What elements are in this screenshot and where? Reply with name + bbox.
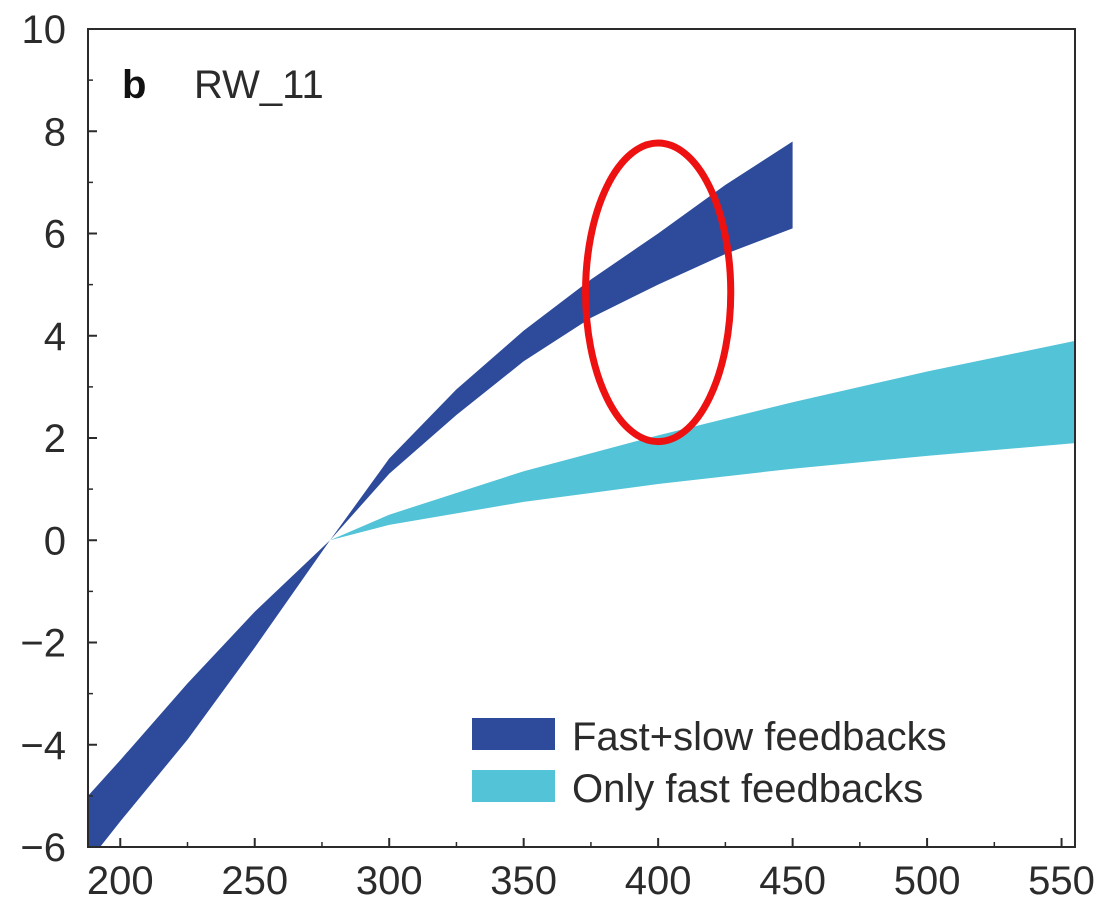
legend-swatch-fast-slow	[472, 718, 555, 750]
x-axis: 200 250 300 350 400 450 500 550	[87, 838, 1095, 903]
y-tick-label: −4	[20, 724, 66, 768]
y-tick-label: 10	[22, 8, 67, 52]
highlight-circle-annotation	[582, 139, 735, 446]
y-tick-label: −6	[20, 826, 66, 870]
x-tick-label: 250	[221, 859, 288, 903]
x-tick-label: 400	[625, 859, 692, 903]
panel-letter: b	[122, 63, 146, 107]
x-tick-label: 550	[1028, 859, 1095, 903]
panel-title: RW_11	[194, 63, 324, 107]
legend-label-only-fast: Only fast feedbacks	[572, 767, 923, 811]
legend-label-fast-slow: Fast+slow feedbacks	[572, 715, 947, 759]
legend: Fast+slow feedbacks Only fast feedbacks	[472, 715, 947, 811]
x-tick-label: 300	[356, 859, 423, 903]
band-only-fast-feedbacks	[330, 340, 1075, 541]
x-tick-label: 450	[759, 859, 826, 903]
x-tick-label: 350	[490, 859, 557, 903]
y-tick-label: 2	[44, 417, 66, 461]
y-tick-label: 6	[44, 213, 66, 257]
y-tick-label: 4	[44, 315, 66, 359]
x-tick-label: 200	[87, 859, 154, 903]
legend-swatch-only-fast	[472, 770, 555, 802]
y-tick-label: −2	[20, 622, 66, 666]
x-tick-label: 500	[894, 859, 961, 903]
y-tick-label: 0	[44, 519, 66, 563]
y-axis: −6 −4 −2 0 2 4 6 8 10	[20, 8, 97, 870]
y-tick-label: 8	[44, 110, 66, 154]
